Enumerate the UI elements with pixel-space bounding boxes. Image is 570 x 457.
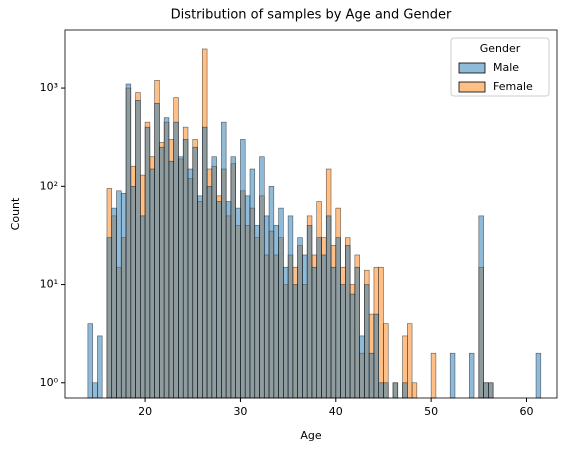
x-tick-label: 30 <box>233 405 247 418</box>
bar <box>182 139 189 399</box>
bar <box>240 139 246 399</box>
bar <box>278 207 284 399</box>
bar <box>402 382 408 399</box>
legend-label: Male <box>493 61 519 74</box>
bar <box>211 156 217 399</box>
bar <box>116 190 122 399</box>
bar <box>192 146 198 399</box>
bar <box>197 195 203 399</box>
y-tick-label: 10⁰ <box>40 376 59 389</box>
bar <box>135 100 141 399</box>
bar <box>321 254 327 399</box>
bar <box>249 168 256 399</box>
x-axis-label: Age <box>300 429 322 442</box>
bar <box>235 207 241 399</box>
bar <box>349 293 356 399</box>
bar <box>297 237 303 399</box>
x-tick-label: 40 <box>329 405 343 418</box>
bar <box>368 352 375 399</box>
bar <box>316 237 322 399</box>
bar <box>106 237 113 399</box>
legend-swatch <box>458 62 486 74</box>
plot-frame <box>64 29 558 399</box>
bar <box>325 215 332 399</box>
bar <box>97 335 103 399</box>
bar <box>330 266 337 399</box>
bar <box>149 168 155 399</box>
bar <box>263 215 270 399</box>
x-tick-label: 50 <box>424 405 438 418</box>
bar <box>178 156 184 399</box>
bar <box>154 102 160 399</box>
bar <box>292 284 298 399</box>
bar <box>125 83 132 399</box>
bar <box>283 266 289 399</box>
bar <box>230 156 236 399</box>
bar <box>354 266 360 399</box>
bar <box>216 201 222 399</box>
bar <box>407 323 413 399</box>
bar <box>273 225 279 399</box>
bar <box>483 382 489 399</box>
bar <box>302 254 308 399</box>
bar <box>159 146 165 399</box>
bar <box>449 352 456 399</box>
bar <box>306 225 313 399</box>
y-axis-label: Count <box>9 197 22 230</box>
bar <box>120 192 127 399</box>
x-tick-label: 20 <box>138 405 152 418</box>
bar <box>430 352 437 399</box>
bar <box>468 352 475 399</box>
chart-title: Distribution of samples by Age and Gende… <box>171 8 452 23</box>
legend-box <box>450 37 550 97</box>
bar <box>225 201 232 399</box>
bar <box>311 266 318 399</box>
bar <box>130 186 136 399</box>
bar <box>383 382 389 399</box>
bar <box>411 382 418 399</box>
bar <box>364 284 370 399</box>
bar <box>535 352 542 399</box>
bar <box>144 126 151 399</box>
y-tick-label: 10² <box>40 179 58 192</box>
y-tick-label: 10³ <box>40 81 58 94</box>
bar <box>478 215 484 399</box>
bar <box>259 156 265 399</box>
bar <box>244 195 251 399</box>
bar <box>202 126 208 399</box>
bar <box>340 284 346 399</box>
bar <box>345 245 351 399</box>
x-tick-label: 60 <box>519 405 533 418</box>
bar <box>254 225 260 399</box>
legend-swatch <box>458 81 486 93</box>
legend-label: Female <box>493 80 533 93</box>
bar <box>488 382 494 399</box>
bar <box>287 215 294 399</box>
bar <box>163 117 170 399</box>
bar <box>111 207 117 399</box>
bar <box>335 237 341 399</box>
bar <box>173 121 179 399</box>
legend-title: Gender <box>480 42 521 55</box>
bar <box>92 382 98 399</box>
bar <box>268 186 275 399</box>
bar <box>378 266 384 399</box>
y-tick-label: 10¹ <box>40 278 58 291</box>
bar <box>87 323 93 399</box>
bar <box>378 382 384 399</box>
bar <box>359 335 365 399</box>
bar <box>221 121 227 399</box>
bar <box>140 215 146 399</box>
bar <box>392 382 399 399</box>
bar <box>206 186 213 399</box>
bar <box>168 160 174 399</box>
bar <box>373 313 379 399</box>
bar <box>187 168 194 399</box>
